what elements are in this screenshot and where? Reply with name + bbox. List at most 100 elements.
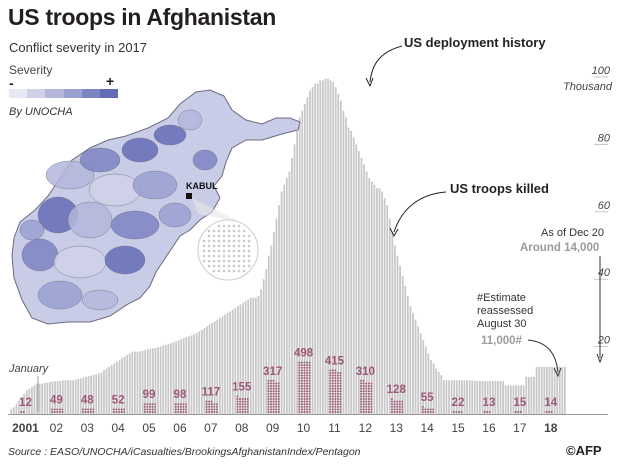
deployment-bar (551, 366, 553, 414)
killed-dot (298, 377, 301, 380)
deployment-bar (332, 82, 335, 414)
killed-dot (177, 411, 180, 413)
deployment-bar (520, 385, 523, 414)
x-tick-label: 11 (328, 421, 341, 435)
killed-dot (303, 390, 306, 393)
killed-dot (267, 395, 270, 398)
killed-dot (208, 408, 210, 411)
deployment-bar (154, 347, 157, 414)
killed-dot (151, 408, 154, 411)
x-tick-label: 04 (111, 421, 125, 435)
deployment-bar (231, 309, 234, 414)
deployment-bar (167, 343, 170, 414)
killed-dot (53, 408, 56, 411)
killed-dot (334, 411, 337, 413)
callout-dot (237, 239, 241, 243)
killed-dot (365, 398, 368, 400)
deployment-bar (208, 324, 211, 414)
deployment-bar (386, 205, 389, 414)
killed-dot (246, 408, 249, 411)
deployment-bar (170, 343, 172, 414)
killed-dot (306, 374, 308, 377)
severity-swatch (27, 89, 46, 98)
deployment-bar (342, 110, 345, 414)
killed-dot (365, 408, 368, 411)
killed-dot (236, 395, 239, 398)
severity-swatch (45, 89, 64, 98)
killed-dot (367, 398, 370, 400)
killed-dot (306, 408, 308, 411)
callout-dot (217, 244, 221, 248)
killed-dot (334, 387, 337, 390)
killed-dot (545, 411, 548, 413)
killed-dot (275, 395, 277, 398)
killed-dot (339, 392, 342, 395)
killed-dot (362, 387, 365, 390)
killed-dot (367, 390, 370, 393)
deployment-bar (229, 311, 232, 414)
killed-dot (306, 395, 308, 398)
killed-dot (360, 385, 362, 387)
callout-dot (242, 244, 246, 248)
deployment-bar (461, 380, 463, 414)
deployment-bar (378, 188, 381, 414)
deployment-series-label: US deployment history (404, 35, 546, 50)
callout-dot (247, 249, 251, 253)
killed-dot (360, 403, 362, 406)
killed-dot (336, 387, 339, 390)
killed-dot (365, 405, 368, 408)
killed-dot (390, 398, 393, 400)
killed-dot (213, 405, 216, 408)
callout-dot (242, 234, 246, 238)
killed-dot (298, 361, 301, 364)
killed-dot (277, 398, 280, 400)
killed-dot (455, 411, 458, 413)
killed-dot (390, 403, 393, 406)
killed-dot (300, 364, 303, 367)
province-shade (53, 245, 107, 279)
killed-dot (365, 395, 368, 398)
killed-dot (236, 400, 239, 403)
map-attribution: By UNOCHA (9, 106, 73, 118)
deployment-bar (345, 117, 347, 414)
deployment-bar (237, 306, 239, 414)
killed-dot (267, 408, 270, 411)
callout-dot (222, 239, 226, 243)
killed-dot (300, 372, 303, 374)
killed-dot (336, 379, 339, 382)
killed-dot (370, 390, 373, 393)
deployment-bar (72, 380, 74, 414)
killed-dot (148, 411, 151, 413)
killed-dot (398, 411, 401, 413)
killed-dot (92, 408, 95, 411)
killed-dot (336, 398, 339, 400)
killed-dot (185, 403, 187, 406)
killed-dot (488, 411, 491, 413)
killed-dot (87, 411, 90, 413)
callout-dot (202, 254, 206, 258)
x-tick-label: 09 (266, 421, 280, 435)
killed-dot (393, 405, 396, 408)
x-tick-label: 07 (204, 421, 218, 435)
killed-dot (87, 408, 90, 411)
callout-dot (242, 249, 246, 253)
killed-dot (84, 408, 87, 411)
deployment-bar (92, 374, 95, 414)
killed-dot (306, 398, 308, 400)
deployment-bar (152, 348, 154, 414)
killed-dot (148, 405, 151, 408)
killed-dot (269, 379, 272, 382)
killed-dot (298, 403, 301, 406)
province-shade (158, 202, 192, 228)
callout-disc (197, 219, 259, 281)
deployment-bar (522, 385, 525, 414)
killed-dot (185, 405, 187, 408)
x-tick-label: 05 (142, 421, 156, 435)
callout-dot (227, 234, 231, 238)
callout-dot (212, 229, 216, 233)
callout-dot (232, 269, 236, 273)
callout-dot (207, 254, 211, 258)
killed-dot (244, 405, 247, 408)
killed-dot (362, 403, 365, 406)
killed-value-label: 117 (202, 387, 221, 399)
